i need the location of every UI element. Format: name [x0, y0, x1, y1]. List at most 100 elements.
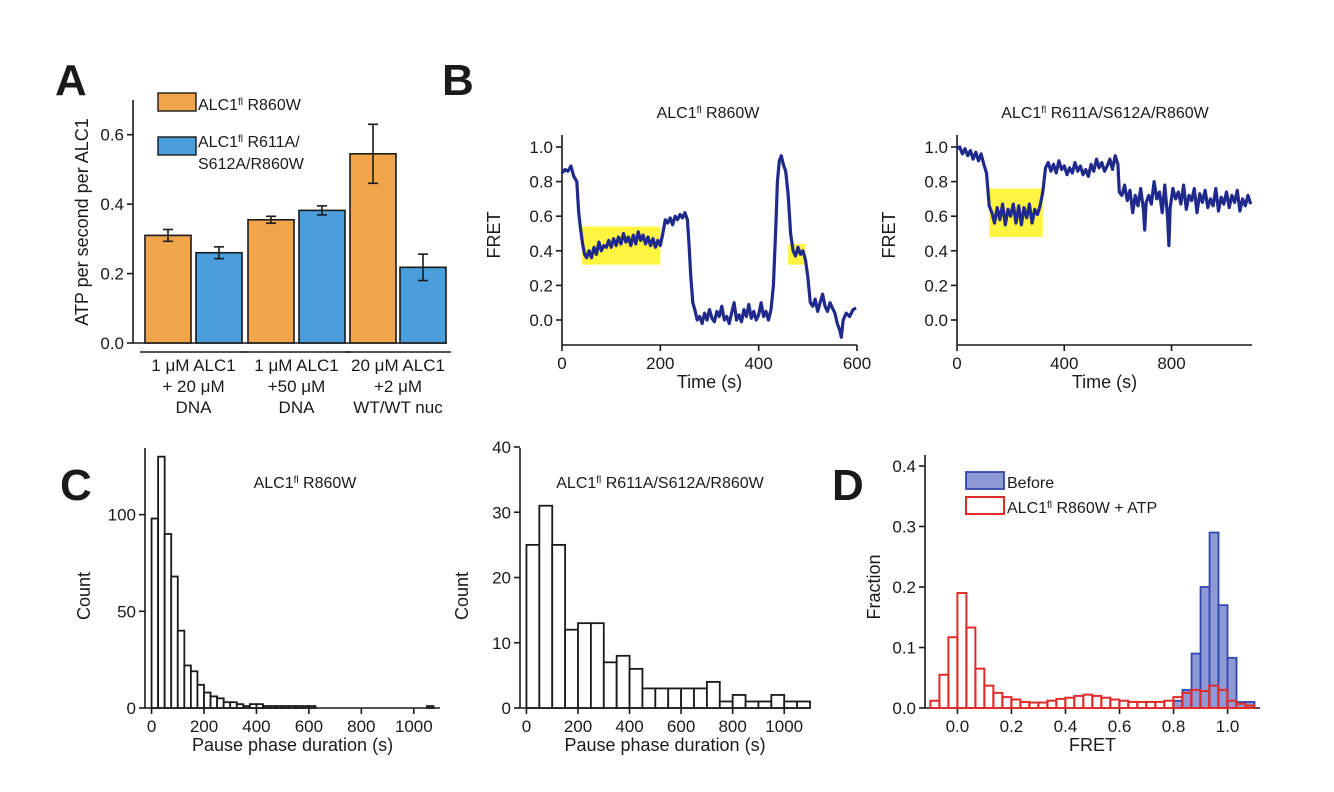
panel-c-left-hist-bar [307, 705, 317, 709]
panel-c-left-hist-bar [163, 533, 173, 709]
panel-d-y-axis-title: Fraction [864, 554, 884, 619]
panel-c-left-hist-bar [255, 703, 264, 709]
panel-c-left-hist-bar [275, 705, 284, 709]
panel-c-right-hist-bar [641, 687, 657, 709]
panel-c-left-hist-bar [294, 705, 304, 709]
panel-d-atp-bar [1136, 700, 1148, 710]
panel-c-right-x-tick-label: 600 [667, 717, 695, 736]
panel-d-atp-bar [974, 667, 986, 709]
panel-a-bar [349, 153, 397, 344]
panel-d-before-bar [1217, 604, 1229, 709]
panel-c-right-hist-bar [628, 667, 644, 709]
panel-d-atp-bar [1019, 700, 1031, 710]
panel-c-right-y-tick-label: 40 [492, 438, 511, 457]
panel-c-right-hist-bar [577, 622, 592, 709]
panel-c-left-x-tick-label: 800 [347, 717, 375, 736]
panel-label-c: C [60, 461, 92, 510]
panel-a-group-label: +2 μM [374, 377, 422, 396]
panel-c-right-hist-bar [538, 504, 554, 709]
panel-c-left-hist-bar [262, 705, 271, 709]
panel-d-y-tick-label: 0.0 [892, 699, 916, 718]
panel-b-left-y-tick-label: 0.8 [529, 173, 553, 192]
panel-b-left-y-axis-title: FRET [484, 212, 504, 259]
panel-a-legend-label-orange: ALC1fl R860W [198, 97, 302, 115]
panel-c-left-x-tick-label: 0 [147, 717, 156, 736]
panel-c-left-hist-bar [170, 575, 179, 709]
panel-b-left-y-tick-label: 0.4 [529, 242, 553, 261]
panel-b-right-fret-trace [956, 145, 1253, 248]
panel-c-right-hist-bar [615, 654, 631, 709]
panel-a-group-label: +50 μM [268, 377, 326, 396]
panel-c-right-hist-bar [770, 694, 786, 709]
panel-c-right-x-tick-label: 1000 [765, 717, 803, 736]
panel-c-right-title-part: ALC1 [556, 475, 596, 492]
panel-a-group-label: DNA [279, 398, 316, 417]
panel-d-before-bar [1172, 699, 1184, 709]
panel-d-atp-bar [1118, 699, 1130, 709]
panel-d-legend-swatch-before [965, 471, 1005, 490]
panel-c-left-hist-bar [281, 705, 291, 709]
panel-c-left-hist-bar [157, 455, 166, 709]
panel-d-atp-bar [1091, 694, 1103, 710]
panel-d-atp-bar [1082, 693, 1094, 710]
panel-c-right-y-tick-label: 10 [492, 634, 511, 653]
panel-d-before-bar [1199, 586, 1211, 709]
panel-b-left-highlight-region [581, 226, 661, 265]
panel-label-a: A [55, 56, 87, 105]
panel-c-right-hist-bar [757, 700, 773, 709]
panel-c-left-y-tick-label: 50 [117, 602, 136, 621]
panel-d-x-axis-title: FRET [1069, 735, 1116, 755]
panel-b-right-y-tick-label: 0.6 [924, 207, 948, 226]
panel-b-right-title-part: R611A/S612A/R860W [1046, 105, 1209, 122]
panel-c-left-hist-bar [288, 705, 297, 709]
panel-c-right-title: ALC1fl R611A/S612A/R860W [556, 475, 764, 493]
panel-a-group-label: 1 μM ALC1 [254, 356, 338, 375]
panel-a-group-label: + 20 μM [162, 377, 224, 396]
panel-c-right-hist-bar [564, 628, 579, 709]
panel-d-atp-bar [1010, 698, 1022, 710]
panel-b-left-y-tick-label: 0.2 [529, 276, 553, 295]
panel-d-legend-label-atp-part: R860W + ATP [1052, 500, 1157, 517]
panel-d-legend-swatch-atp [965, 496, 1005, 515]
panel-c-left-hist-bar [189, 670, 199, 709]
panel-a-bar [247, 218, 295, 344]
panel-d-atp-bar [1028, 701, 1040, 709]
panel-c-left-hist-bar [242, 705, 251, 709]
panel-a-legend-label-orange-part: fl [238, 97, 243, 108]
panel-c-right-x-tick-label: 0 [522, 717, 531, 736]
panel-c-right-hist-bar [654, 687, 670, 709]
panel-b-right-x-tick-label: 0 [952, 354, 961, 373]
panel-d-atp-bar [938, 673, 950, 709]
panel-a-bar [195, 251, 243, 344]
panel-d-legend-label-atp: ALC1fl R860W + ATP [1007, 500, 1157, 518]
panel-d-before-bar [1190, 652, 1202, 709]
panel-d-x-tick-label: 1.0 [1216, 717, 1240, 736]
panel-c-left-hist-bar [235, 703, 245, 709]
panel-c-left-hist-bar [301, 705, 310, 709]
panel-c-right-x-tick-label: 800 [718, 717, 746, 736]
panel-a-legend-label-orange-part: R860W [243, 97, 302, 114]
panel-b-right-y-tick-label: 0.0 [924, 311, 948, 330]
panel-c-left-title-part: ALC1 [254, 475, 294, 492]
panel-b-left-y-tick-label: 0.0 [529, 311, 553, 330]
panel-d-atp-bar [929, 699, 941, 709]
panel-d-atp-bar [1145, 700, 1157, 710]
panel-c-right-hist-bar [731, 694, 747, 709]
panel-c-left-x-axis-title: Pause phase duration (s) [192, 735, 393, 755]
panel-d-atp-bar [947, 636, 959, 710]
panel-c-left-hist-bar [216, 697, 225, 709]
panel-d-y-tick-label: 0.2 [892, 578, 916, 597]
panel-d-atp-bar [1163, 699, 1175, 709]
panel-b-right-x-axis-title: Time (s) [1072, 372, 1137, 392]
panel-a-legend-label-blue-part: ALC1 [198, 134, 238, 151]
panel-a-y-tick-label: 0.0 [100, 334, 124, 353]
panel-b-left-x-tick-label: 0 [557, 354, 566, 373]
panel-c-right-hist-bar [589, 622, 605, 709]
panel-d-before-bar [1208, 531, 1220, 709]
panel-c-left-hist-bar [150, 517, 160, 709]
panel-c-left-y-tick-label: 0 [127, 699, 136, 718]
panel-a-legend-label-orange-part: ALC1 [198, 97, 238, 114]
panel-a-group-label: 1 μM ALC1 [151, 356, 235, 375]
panel-c-right-hist-bar [693, 687, 708, 709]
